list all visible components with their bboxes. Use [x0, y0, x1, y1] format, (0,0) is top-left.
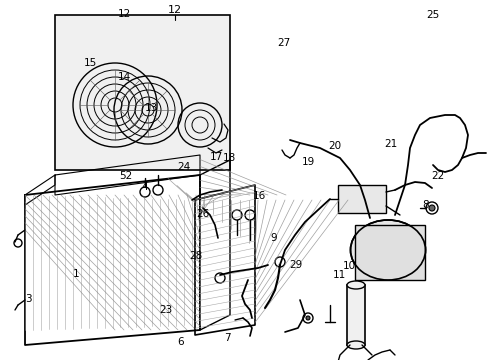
Bar [55, 15, 229, 170]
Ellipse shape [350, 220, 425, 280]
Text: 8: 8 [421, 200, 428, 210]
Text: 14: 14 [118, 72, 131, 82]
Text: 3: 3 [25, 294, 32, 304]
Text: 29: 29 [288, 260, 302, 270]
Bar [337, 185, 385, 213]
Ellipse shape [346, 341, 364, 349]
Text: 7: 7 [224, 333, 230, 343]
Text: 23: 23 [159, 305, 173, 315]
Text: 20: 20 [328, 141, 341, 151]
Text: 13: 13 [144, 103, 158, 113]
Text: 1: 1 [72, 269, 79, 279]
Circle shape [428, 205, 434, 211]
Bar [354, 225, 424, 280]
Bar [346, 285, 364, 345]
Text: 52: 52 [119, 171, 133, 181]
Text: 24: 24 [176, 162, 190, 172]
Text: 27: 27 [276, 38, 290, 48]
Text: 17: 17 [209, 152, 223, 162]
Ellipse shape [346, 281, 364, 289]
Text: 26: 26 [196, 209, 209, 219]
Text: 21: 21 [384, 139, 397, 149]
Text: 19: 19 [301, 157, 314, 167]
Text: 4: 4 [141, 182, 147, 192]
Text: 12: 12 [167, 5, 182, 15]
Text: 18: 18 [223, 153, 236, 163]
Text: 15: 15 [83, 58, 97, 68]
Circle shape [305, 316, 309, 320]
Text: 25: 25 [425, 10, 439, 20]
Text: 28: 28 [188, 251, 202, 261]
Text: 16: 16 [252, 191, 265, 201]
Text: 22: 22 [430, 171, 444, 181]
Text: 12: 12 [118, 9, 131, 19]
Text: 11: 11 [332, 270, 346, 280]
Text: 10: 10 [343, 261, 355, 271]
Text: 9: 9 [270, 233, 277, 243]
Text: 6: 6 [177, 337, 184, 347]
